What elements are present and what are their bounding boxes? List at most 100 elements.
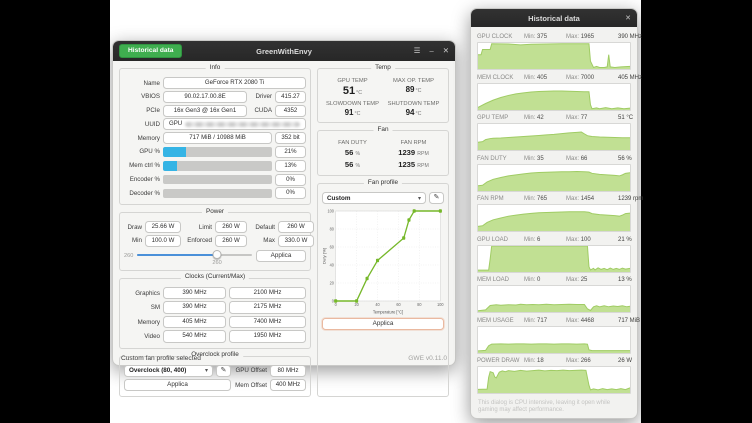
graph-current-value: 13 % [618, 277, 632, 283]
memory-label: Memory [137, 134, 160, 142]
limit-label: Limit [198, 223, 212, 231]
usage-row: Encoder % 0% [124, 173, 306, 186]
historical-graph-mem-clock: MEM CLOCK Min: 405 Max: 7000 405 MHz [477, 73, 642, 111]
overclock-apply-button[interactable]: Applica [124, 379, 231, 392]
overclock-profile-select[interactable]: Overclock (80, 400) ▾ [124, 364, 213, 377]
graph-min: Min: 375 [524, 34, 548, 40]
clock-row: Video 540 MHz 1950 MHz [124, 330, 306, 343]
graph-min: Min: 405 [524, 74, 548, 81]
close-icon[interactable]: ✕ [625, 15, 631, 22]
graph-max: Max: 266 [566, 358, 591, 364]
svg-text:100: 100 [327, 208, 334, 213]
graph-min: Min: 765 [524, 196, 548, 202]
fan-rpm-column: FAN RPM 1239 RPM 1235 RPM [383, 140, 444, 170]
pcie-label: PCIe [146, 107, 160, 115]
memory-interface-field: 352 bit [275, 132, 306, 145]
minimize-icon[interactable]: – [429, 46, 434, 56]
slider-handle[interactable] [212, 250, 222, 260]
mem-offset-field[interactable]: 400 MHz [270, 379, 306, 392]
slider-handle-label: 260 [212, 260, 222, 267]
graph-max: Max: 77 [566, 115, 588, 121]
graph-current-value: 26 W [618, 358, 633, 364]
uuid-prefix: GPU [169, 120, 183, 128]
usage-row: Decoder % 0% [124, 187, 306, 200]
svg-text:80: 80 [330, 226, 335, 231]
graph-current-value: 390 MHz [618, 34, 643, 40]
power-apply-button[interactable]: Applica [256, 249, 306, 262]
svg-text:40: 40 [330, 262, 335, 267]
fan-profile-legend: Fan profile [363, 179, 403, 186]
graph-max: Max: 1965 [566, 34, 595, 40]
fan-group: Fan FAN DUTY 56 % 56 % FAN RPM 1239 RPM … [317, 126, 449, 177]
status-message: Custom fan profile selected [121, 355, 201, 362]
max-label: Max [263, 237, 275, 245]
close-icon[interactable]: ✕ [442, 46, 449, 56]
graph-min: Min: 18 [524, 358, 544, 364]
graph-sparkline [477, 42, 631, 70]
max-field: 330.0 W [278, 234, 314, 247]
graph-min: Min: 35 [524, 155, 544, 162]
graph-max: Max: 100 [566, 236, 591, 243]
clock-max-field: 2100 MHz [229, 286, 306, 300]
graph-current-value: 51 °C [618, 115, 634, 121]
graph-sparkline [477, 244, 631, 273]
fan-profile-apply-button[interactable]: Applica [322, 318, 444, 331]
uuid-field: GPU [163, 118, 306, 131]
temp-legend: Temp [371, 64, 395, 71]
graph-sparkline [477, 204, 631, 232]
main-titlebar[interactable]: Historical data GreenWithEnvy ☰ – ✕ [113, 41, 455, 61]
clock-rows: Graphics 390 MHz 2100 MHz SM 390 MHz 2175 MHz… [124, 286, 306, 343]
uuid-label: UUID [144, 120, 160, 128]
historical-data-button[interactable]: Historical data [119, 44, 183, 58]
usage-progressbar [163, 174, 272, 185]
gpu-offset-field[interactable]: 80 MHz [270, 364, 306, 377]
name-field: GeForce RTX 2080 Ti [163, 77, 306, 89]
fan-profile-chart: 0 20 40 60 80 100 0 20 40 60 80 100 Temperature [°C]… [322, 207, 444, 315]
clocks-group: Clocks (Current/Max) Graphics 390 MHz 2100… [119, 274, 311, 349]
graph-min: Min: 717 [524, 317, 548, 324]
enforced-label: Enforced [187, 237, 212, 245]
default-field: 260 W [278, 221, 314, 234]
menu-icon[interactable]: ☰ [413, 46, 421, 56]
driver-field: 415.27 [275, 90, 306, 103]
graph-name: MEM CLOCK [477, 74, 514, 81]
fan-profile-select[interactable]: Custom ▾ [322, 192, 426, 205]
usage-row: Mem ctrl % 13% [124, 159, 306, 172]
usage-value-field: 0% [275, 187, 306, 200]
graph-name: FAN DUTY [477, 155, 507, 162]
pencil-icon: ✎ [433, 194, 440, 202]
usage-row: GPU % 21% [124, 145, 306, 158]
historical-footer-note: This dialog is CPU intensive, leaving it… [478, 399, 611, 414]
historical-titlebar[interactable]: Historical data ✕ [471, 9, 637, 27]
graph-current-value: 56 % [618, 155, 632, 162]
info-group: Info Name GeForce RTX 2080 Ti VBIOS 90.0… [119, 64, 311, 206]
uuid-redacted [185, 121, 300, 127]
fan-duty-label: FAN DUTY [338, 140, 367, 146]
fan-rpm-label: FAN RPM [400, 140, 427, 146]
default-label: Default [255, 223, 275, 231]
graph-sparkline [477, 366, 631, 394]
edit-fan-profile-button[interactable]: ✎ [429, 192, 444, 205]
chevron-down-icon: ▾ [417, 195, 421, 202]
graph-name: MEM LOAD [477, 277, 510, 283]
graph-max: Max: 7000 [566, 74, 595, 81]
temp-item: MAX OP. TEMP 89°C [392, 78, 435, 94]
info-usage-rows: GPU % 21% Mem ctrl % 13% Encoder % 0% Decoder … [124, 145, 306, 200]
limit-field: 260 W [215, 221, 247, 234]
power-group: Power Draw 25.66 W Limit 260 W Default 2… [119, 208, 314, 271]
temp-grid: GPU TEMP 51°C MAX OP. TEMP 89°C SLOWDOWN TEM… [322, 77, 444, 119]
clock-current-field: 405 MHz [163, 315, 227, 329]
statusbar: Custom fan profile selected GWE v0.11.0 [121, 355, 447, 362]
graph-current-value: 21 % [618, 236, 632, 243]
graph-sparkline [477, 82, 631, 111]
graph-sparkline [477, 123, 631, 151]
svg-text:100: 100 [437, 302, 444, 307]
slider-fill [137, 254, 218, 257]
power-limit-slider[interactable]: 260 [137, 250, 252, 266]
clocks-legend: Clocks (Current/Max) [180, 274, 250, 281]
clock-label: Memory [137, 318, 160, 326]
edit-overclock-profile-button[interactable]: ✎ [216, 364, 231, 377]
historical-data-window: Historical data ✕ GPU CLOCK Min: 375 Max: … [470, 8, 643, 419]
draw-label: Draw [127, 223, 142, 231]
clock-current-field: 390 MHz [163, 301, 227, 314]
